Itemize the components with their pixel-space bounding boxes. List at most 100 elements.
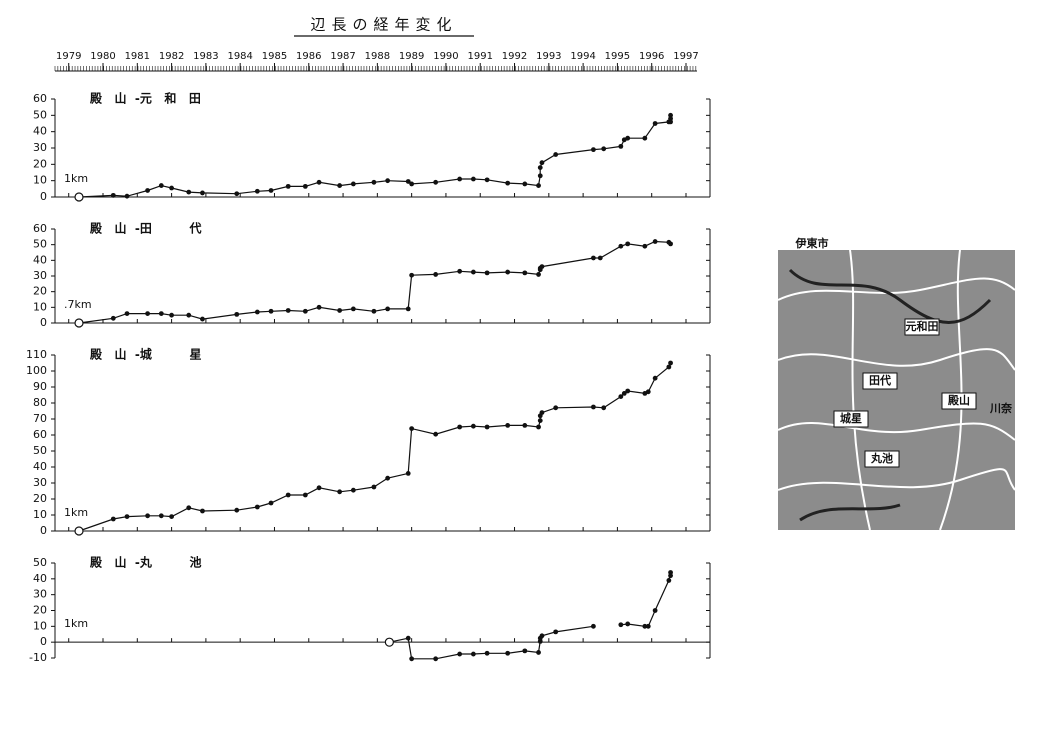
year-label: 1983 [193,51,218,62]
data-point [553,405,559,411]
data-point [484,270,490,276]
y-tick-label: 0 [40,316,47,329]
panel-title: 殿 山 -元 和 田 [89,91,201,106]
data-line [78,362,672,532]
y-tick-label: 40 [33,572,47,585]
y-tick-label: 40 [33,253,47,266]
year-label: 1995 [605,51,630,62]
y-tick-label: 60 [33,92,47,105]
year-label: 1984 [227,51,252,62]
data-point [618,622,624,628]
data-point [124,311,130,316]
data-point [268,500,274,506]
data-point [591,147,596,153]
data-point [254,309,260,315]
map-label-box [864,450,900,468]
data-point [591,404,596,410]
data-point [642,623,648,629]
year-label: 1982 [159,51,184,62]
data-point [110,192,116,198]
distance-note: 1km [64,506,88,519]
y-tick-label: 20 [33,157,47,170]
y-tick-label: 10 [33,174,47,187]
data-point [169,514,174,519]
y-tick-label: 50 [33,108,47,121]
data-point [539,633,545,639]
data-point [522,423,528,428]
data-point [652,121,658,126]
data-point [302,183,308,189]
data-point [385,475,391,481]
data-point [652,239,658,244]
data-point [371,179,377,185]
data-point [652,375,658,381]
data-point [536,424,541,430]
map-label: 川奈 [989,401,1013,415]
data-point [200,316,205,322]
data-point [234,311,240,317]
data-point [124,514,130,519]
data-point [385,306,391,312]
data-point [618,394,624,399]
data-point [537,418,543,423]
data-point [316,179,322,185]
y-tick-label: 10 [33,300,47,313]
data-point [234,507,240,513]
data-point [539,410,545,415]
y-tick-label: 70 [33,412,47,425]
data-point [591,623,596,629]
data-point [337,308,343,313]
data-point [470,651,476,657]
data-point [234,191,240,197]
data-point [285,492,291,498]
data-point [409,656,415,662]
data-point [186,189,192,195]
map-label-box [833,410,869,428]
y-tick-label: 20 [33,285,47,298]
data-point [536,272,541,277]
year-label: 1985 [262,51,287,62]
data-point [642,135,648,141]
data-point [553,152,559,157]
data-point [457,176,463,182]
data-point [470,269,476,275]
data-point [645,389,651,395]
year-label: 1986 [296,51,321,62]
data-point [618,143,624,149]
y-tick-label: 100 [26,364,47,377]
y-tick-label: 50 [33,556,47,569]
origin-point [74,192,84,202]
data-point [405,635,411,641]
data-point [316,485,322,491]
data-point [200,190,205,196]
data-point [601,405,607,411]
y-tick-label: 50 [33,444,47,457]
data-point [505,423,511,428]
data-point [433,179,439,185]
data-point [285,308,291,313]
data-point [505,650,511,656]
data-point [337,183,343,188]
y-tick-label: 20 [33,604,47,617]
map-label-box [941,392,977,410]
data-point [537,165,543,171]
data-point [457,268,463,274]
data-point [625,621,631,627]
data-point [668,573,673,579]
data-point [470,176,476,182]
data-point [268,308,274,314]
data-point [409,272,415,278]
data-point [621,391,627,396]
page-title: 辺長の経年変化 [310,16,457,34]
y-tick-label: -10 [29,651,47,664]
data-point [110,315,116,321]
y-tick-label: 0 [40,190,47,203]
data-point [405,471,411,476]
year-label: 1989 [399,51,424,62]
map-label: 田代 [869,373,891,387]
y-tick-label: 50 [33,238,47,251]
data-point [645,623,651,629]
data-point [254,188,260,194]
